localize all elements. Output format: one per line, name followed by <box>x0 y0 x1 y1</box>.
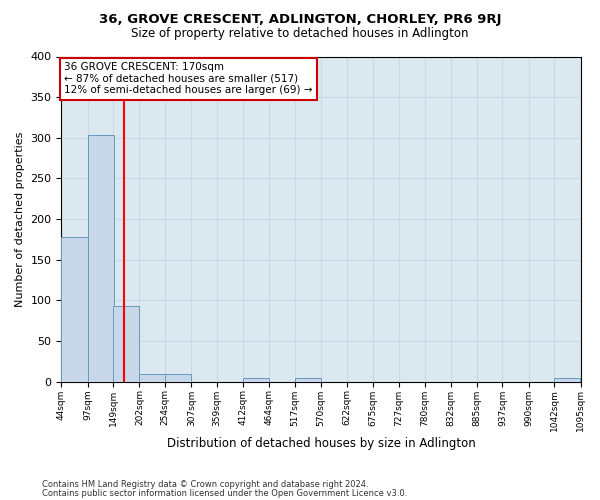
Y-axis label: Number of detached properties: Number of detached properties <box>15 132 25 307</box>
X-axis label: Distribution of detached houses by size in Adlington: Distribution of detached houses by size … <box>167 437 475 450</box>
Bar <box>243 378 269 382</box>
Bar <box>165 374 191 382</box>
Bar <box>88 134 114 382</box>
Text: 36, GROVE CRESCENT, ADLINGTON, CHORLEY, PR6 9RJ: 36, GROVE CRESCENT, ADLINGTON, CHORLEY, … <box>99 12 501 26</box>
Bar <box>113 306 139 382</box>
Bar <box>554 378 580 382</box>
Text: Size of property relative to detached houses in Adlington: Size of property relative to detached ho… <box>131 28 469 40</box>
Text: Contains public sector information licensed under the Open Government Licence v3: Contains public sector information licen… <box>42 489 407 498</box>
Bar <box>139 374 166 382</box>
Text: 36 GROVE CRESCENT: 170sqm
← 87% of detached houses are smaller (517)
12% of semi: 36 GROVE CRESCENT: 170sqm ← 87% of detac… <box>64 62 313 96</box>
Bar <box>295 378 321 382</box>
Text: Contains HM Land Registry data © Crown copyright and database right 2024.: Contains HM Land Registry data © Crown c… <box>42 480 368 489</box>
Bar <box>61 237 88 382</box>
